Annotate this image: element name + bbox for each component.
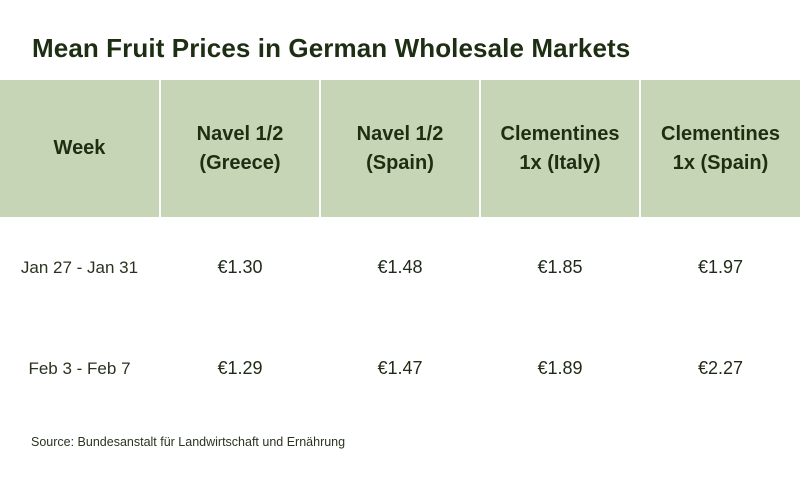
price-table: Week Navel 1/2 (Greece) Navel 1/2 (Spain… xyxy=(0,80,800,419)
column-header-clementines-spain: Clementines 1x (Spain) xyxy=(641,80,800,217)
source-note: Source: Bundesanstalt für Landwirtschaft… xyxy=(31,435,346,449)
column-header-clementines-italy: Clementines 1x (Italy) xyxy=(481,80,639,217)
column-header-week: Week xyxy=(0,80,159,217)
table-cell-price: €1.30 xyxy=(217,257,263,277)
table-row: Feb 3 - Feb 7 €1.29 €1.47 €1.89 €2.27 xyxy=(0,318,800,419)
table-cell-price: €1.29 xyxy=(217,358,263,378)
table-cell-price: €1.89 xyxy=(537,358,583,378)
column-header-navel-greece: Navel 1/2 (Greece) xyxy=(161,80,319,217)
table-cell-price: €1.47 xyxy=(377,358,423,378)
chart-title: Mean Fruit Prices in German Wholesale Ma… xyxy=(32,33,631,63)
table-cell-price: €1.97 xyxy=(697,257,744,277)
table-cell-week: Feb 3 - Feb 7 xyxy=(28,358,131,378)
table-cell-week: Jan 27 - Jan 31 xyxy=(20,257,139,277)
table-cell-price: €2.27 xyxy=(697,358,744,378)
table-row: Jan 27 - Jan 31 €1.30 €1.48 €1.85 €1.97 xyxy=(0,217,800,318)
table-cell-price: €1.85 xyxy=(537,257,583,277)
column-header-navel-spain: Navel 1/2 (Spain) xyxy=(321,80,479,217)
table-cell-price: €1.48 xyxy=(377,257,423,277)
table-header-row: Week Navel 1/2 (Greece) Navel 1/2 (Spain… xyxy=(0,80,800,217)
